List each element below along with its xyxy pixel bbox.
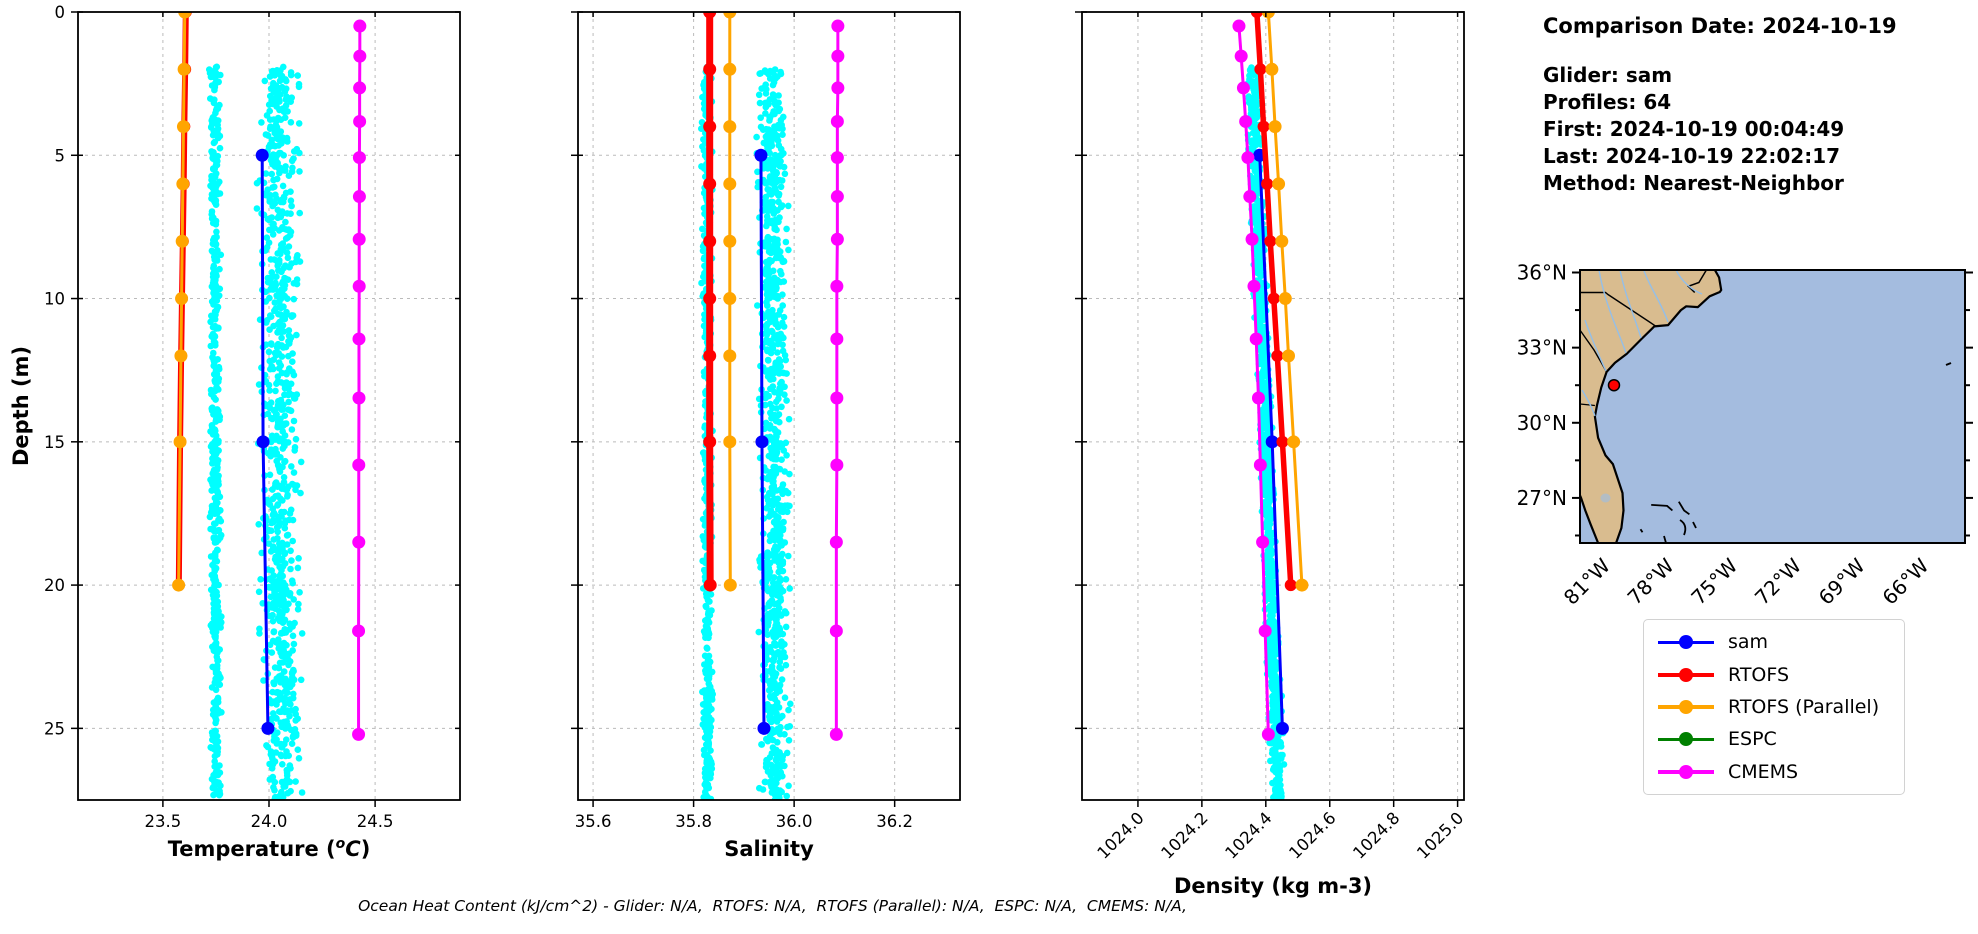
series-sam [255, 148, 275, 735]
x-axis-label: Salinity [724, 837, 814, 861]
svg-text:10: 10 [44, 290, 65, 309]
legend-label: RTOFS (Parallel) [1728, 695, 1880, 718]
series-rtofs-parallel- [1261, 12, 1309, 592]
panel-2: 1024.0 1024.2 1024.4 1024.6 1024.8 1025.0 Dens… [1075, 11, 1468, 898]
legend-label: ESPC [1728, 728, 1777, 751]
svg-text:20: 20 [44, 576, 65, 595]
ohc-footer-text: Ocean Heat Content (kJ/cm^2) - Glider: N… [358, 897, 1187, 915]
comparison-date: Comparison Date: 2024-10-19 [1543, 14, 1897, 38]
svg-text:1024.4: 1024.4 [1221, 808, 1275, 862]
legend-line-marker-icon [1658, 667, 1714, 682]
axis-ticks [1075, 11, 1464, 807]
legend-entry-sam: sam [1644, 627, 1904, 657]
map-state-border-fl [1579, 403, 1595, 407]
svg-text:1024.0: 1024.0 [1094, 808, 1148, 862]
svg-text:33°N: 33°N [1517, 336, 1567, 360]
info-line: Glider: sam [1543, 63, 1673, 87]
legend-entry-rtofs: RTOFS [1644, 660, 1904, 690]
legend-line-marker-icon [1658, 764, 1714, 779]
svg-text:25: 25 [44, 719, 65, 738]
legend-entry-cmems: CMEMS [1644, 757, 1904, 787]
svg-text:30°N: 30°N [1517, 411, 1567, 435]
svg-text:36°N: 36°N [1517, 261, 1567, 285]
location-map: 36°N33°N30°N27°N81°W 78°W 75°W 72°W 69°W 66°W [1517, 261, 1973, 610]
axes-frame [577, 11, 961, 801]
map-lake-okeechobee [1600, 493, 1611, 503]
svg-text:27°N: 27°N [1517, 486, 1567, 510]
axis-ticks [71, 11, 460, 807]
info-lines: Glider: sam Profiles: 64 First: 2024-10-19… [1543, 62, 1897, 197]
legend-line-marker-icon [1658, 635, 1714, 650]
legend-line-marker-icon [1658, 699, 1714, 714]
info-panel: Comparison Date: 2024-10-19 Glider: sam P… [1543, 14, 1897, 197]
series-cmems [352, 19, 367, 741]
svg-text:15: 15 [44, 433, 65, 452]
info-line: Profiles: 64 [1543, 90, 1672, 114]
series-cmems [829, 19, 845, 741]
series-rtofs-parallel- [723, 12, 737, 592]
y-axis-label: Depth (m) [9, 346, 33, 466]
legend-label: CMEMS [1728, 760, 1799, 783]
legend-label: sam [1728, 631, 1769, 654]
svg-text:1024.6: 1024.6 [1285, 808, 1339, 862]
series-rtofs [703, 12, 717, 592]
series-sam [754, 148, 771, 735]
info-line: Method: Nearest-Neighbor [1543, 171, 1844, 195]
svg-text:24.0: 24.0 [251, 812, 288, 831]
svg-text:1024.8: 1024.8 [1349, 808, 1403, 862]
x-axis-label: Density (kg m-3) [1174, 874, 1372, 898]
legend-entry-espc: ESPC [1644, 724, 1904, 754]
axis-ticks [571, 11, 960, 807]
svg-text:1025.0: 1025.0 [1413, 808, 1467, 862]
axis-tick-labels: 23.5 24.0 24.5 0 5 10 15 20 25 [44, 3, 393, 831]
x-axis-label: Temperature (oC) [168, 836, 371, 861]
glider-location-marker[interactable] [1607, 378, 1621, 392]
legend: sam RTOFS RTOFS (Parallel) ESPC CMEMS [1643, 619, 1905, 795]
svg-text:35.6: 35.6 [575, 812, 612, 831]
svg-text:36.2: 36.2 [876, 812, 913, 831]
panel-0: 23.5 24.0 24.5 0 5 10 15 20 25 Temperature (oC) [44, 3, 461, 861]
legend-entry-rtofs-parallel-: RTOFS (Parallel) [1644, 692, 1904, 722]
series-rtofs-parallel- [172, 12, 192, 592]
map-border [1579, 269, 1966, 544]
svg-text:0: 0 [55, 3, 66, 22]
svg-text:24.5: 24.5 [357, 812, 394, 831]
map-islands-bahamas [1639, 501, 1697, 544]
axis-tick-labels: 35.6 35.8 36.0 36.2 [575, 812, 913, 831]
series-cmems [1232, 19, 1275, 741]
map-sound-detail [1686, 269, 1708, 294]
svg-text:23.5: 23.5 [145, 812, 182, 831]
map-coastline [1593, 269, 1723, 544]
svg-text:1024.2: 1024.2 [1157, 808, 1211, 862]
series-rtofs [1250, 12, 1297, 592]
glider-raw-temperature-scatter [206, 63, 306, 800]
svg-text:35.8: 35.8 [675, 812, 712, 831]
svg-text:36.0: 36.0 [776, 812, 813, 831]
axes-frame [1081, 11, 1465, 801]
axis-tick-labels: 1024.0 1024.2 1024.4 1024.6 1024.8 1025.0 [1094, 808, 1468, 862]
panel-1: 35.6 35.8 36.0 36.2 Salinity [571, 11, 961, 861]
svg-text:5: 5 [55, 146, 66, 165]
legend-line-marker-icon [1658, 732, 1714, 747]
info-line: First: 2024-10-19 00:04:49 [1543, 117, 1845, 141]
legend-label: RTOFS [1728, 663, 1790, 686]
info-line: Last: 2024-10-19 22:02:17 [1543, 144, 1841, 168]
map-rivers [1581, 269, 1703, 417]
map-island-bermuda [1945, 362, 1952, 366]
